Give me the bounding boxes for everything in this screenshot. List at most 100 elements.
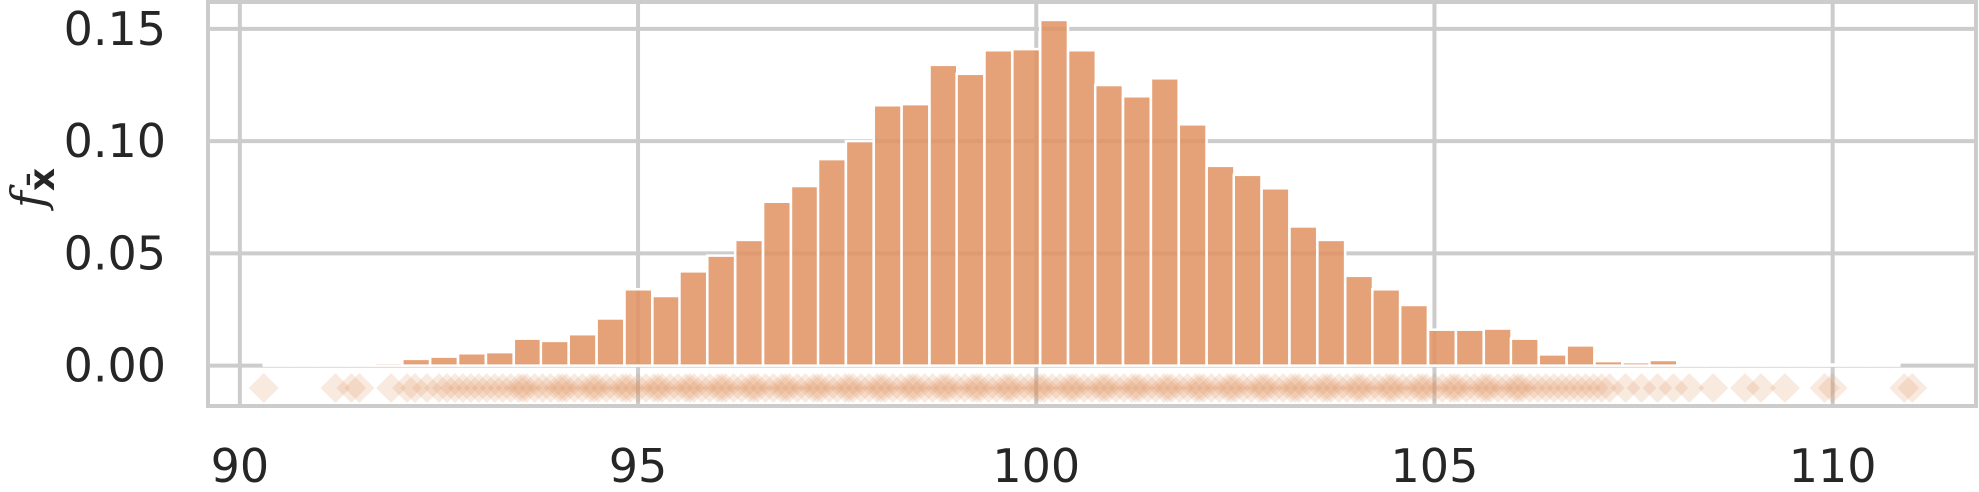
rug-marker-73	[854, 373, 885, 404]
rug-marker-52	[718, 373, 749, 404]
rug-marker-136	[1252, 373, 1283, 404]
rug-marker-97	[1005, 373, 1036, 404]
rug-marker-38	[631, 373, 662, 404]
rug-marker-47	[686, 373, 717, 404]
rug-marker-151	[1347, 373, 1378, 404]
rug-marker-176	[1507, 373, 1538, 404]
rug-marker-104	[1053, 373, 1084, 404]
rug-marker-35	[611, 373, 642, 404]
histogram-bar-27	[1011, 47, 1042, 367]
rug-marker-74	[861, 373, 892, 404]
rug-marker-88	[949, 373, 980, 404]
rug-marker-146	[1315, 373, 1346, 404]
histogram-bar-42	[1426, 328, 1458, 367]
rug-marker-30	[579, 373, 610, 404]
rug-marker-198	[1817, 373, 1848, 404]
y-tick-label-1: 0.05	[64, 226, 166, 280]
histogram-bar-35	[1232, 173, 1263, 367]
histogram-bar-45	[1509, 337, 1540, 367]
histogram-bar-11	[567, 332, 598, 367]
rug-marker-98	[1013, 373, 1044, 404]
histogram-bar-7	[456, 352, 488, 367]
rug-marker-180	[1538, 373, 1569, 404]
rug-marker-164	[1435, 373, 1466, 404]
histogram-bar-8	[484, 350, 515, 367]
rug-marker-139	[1276, 373, 1307, 404]
rug-marker-60	[770, 373, 801, 404]
rug-marker-15	[479, 373, 510, 404]
histogram-bar-37	[1288, 225, 1319, 367]
histogram-bar-1	[290, 363, 321, 367]
rug-marker-158	[1395, 373, 1426, 404]
y-axis-label: fx̄	[1, 168, 63, 211]
rug-marker-199	[1889, 373, 1920, 404]
histogram-bar-17	[733, 238, 765, 367]
rug-marker-157	[1387, 373, 1418, 404]
rug-marker-6	[400, 373, 431, 404]
rug-marker-79	[893, 373, 924, 404]
rug-marker-39	[638, 373, 669, 404]
histogram-bar-20	[816, 157, 848, 367]
rug-marker-138	[1268, 373, 1299, 404]
histogram-bar-53	[1731, 363, 1763, 367]
rug-marker-91	[965, 373, 996, 404]
rug-marker-159	[1403, 373, 1434, 404]
rug-marker-2	[336, 373, 367, 404]
rug-marker-161	[1411, 373, 1442, 404]
rug-marker-67	[814, 373, 845, 404]
rug-marker-200	[1897, 373, 1928, 404]
rug-marker-34	[607, 373, 638, 404]
rug-marker-78	[885, 373, 916, 404]
rug-marker-4	[376, 373, 407, 404]
rug-marker-116	[1124, 373, 1155, 404]
rug-marker-175	[1503, 373, 1534, 404]
rug-marker-177	[1515, 373, 1546, 404]
histogram-bar-13	[623, 288, 654, 367]
rug-marker-196	[1769, 373, 1800, 404]
rug-marker-149	[1339, 373, 1370, 404]
rug-marker-95	[993, 373, 1024, 404]
rug-marker-127	[1196, 373, 1227, 404]
rug-marker-65	[802, 373, 833, 404]
rug-marker-96	[997, 373, 1028, 404]
rug-marker-8	[423, 373, 454, 404]
histogram-bar-21	[844, 139, 875, 367]
rug-marker-33	[599, 373, 630, 404]
rug-marker-167	[1451, 373, 1482, 404]
x-tick-label-3: 105	[1391, 439, 1479, 492]
rug-marker-99	[1021, 373, 1052, 404]
rug-marker-135	[1248, 373, 1279, 404]
histogram-bar-43	[1454, 328, 1485, 367]
y-tick-label-3: 0.15	[64, 2, 166, 56]
rug-marker-10	[439, 373, 470, 404]
rug-marker-75	[865, 373, 896, 404]
rug-marker-126	[1188, 373, 1219, 404]
rug-marker-178	[1522, 373, 1553, 404]
rug-marker-71	[838, 373, 869, 404]
histogram-bar-22	[872, 103, 903, 367]
rug-marker-26	[551, 373, 582, 404]
rug-marker-145	[1311, 373, 1342, 404]
rug-marker-115	[1120, 373, 1151, 404]
rug-marker-18	[503, 373, 534, 404]
rug-marker-124	[1180, 373, 1211, 404]
rug-marker-153	[1363, 373, 1394, 404]
rug-marker-86	[933, 373, 964, 404]
rug-marker-62	[782, 373, 813, 404]
histogram-bar-33	[1177, 123, 1208, 367]
rug-marker-170	[1471, 373, 1502, 404]
rug-marker-132	[1228, 373, 1259, 404]
rug-marker-181	[1546, 373, 1577, 404]
rug-marker-36	[615, 373, 646, 404]
rug-marker-69	[830, 373, 861, 404]
rug-marker-105	[1057, 373, 1088, 404]
histogram-bar-12	[595, 317, 626, 367]
rug-marker-182	[1554, 373, 1585, 404]
rug-marker-111	[1092, 373, 1123, 404]
rug-marker-194	[1730, 373, 1761, 404]
histogram-bar-48	[1593, 359, 1624, 367]
rug-marker-76	[869, 373, 900, 404]
rug-marker-125	[1184, 373, 1215, 404]
histogram-bar-58	[1870, 363, 1901, 367]
